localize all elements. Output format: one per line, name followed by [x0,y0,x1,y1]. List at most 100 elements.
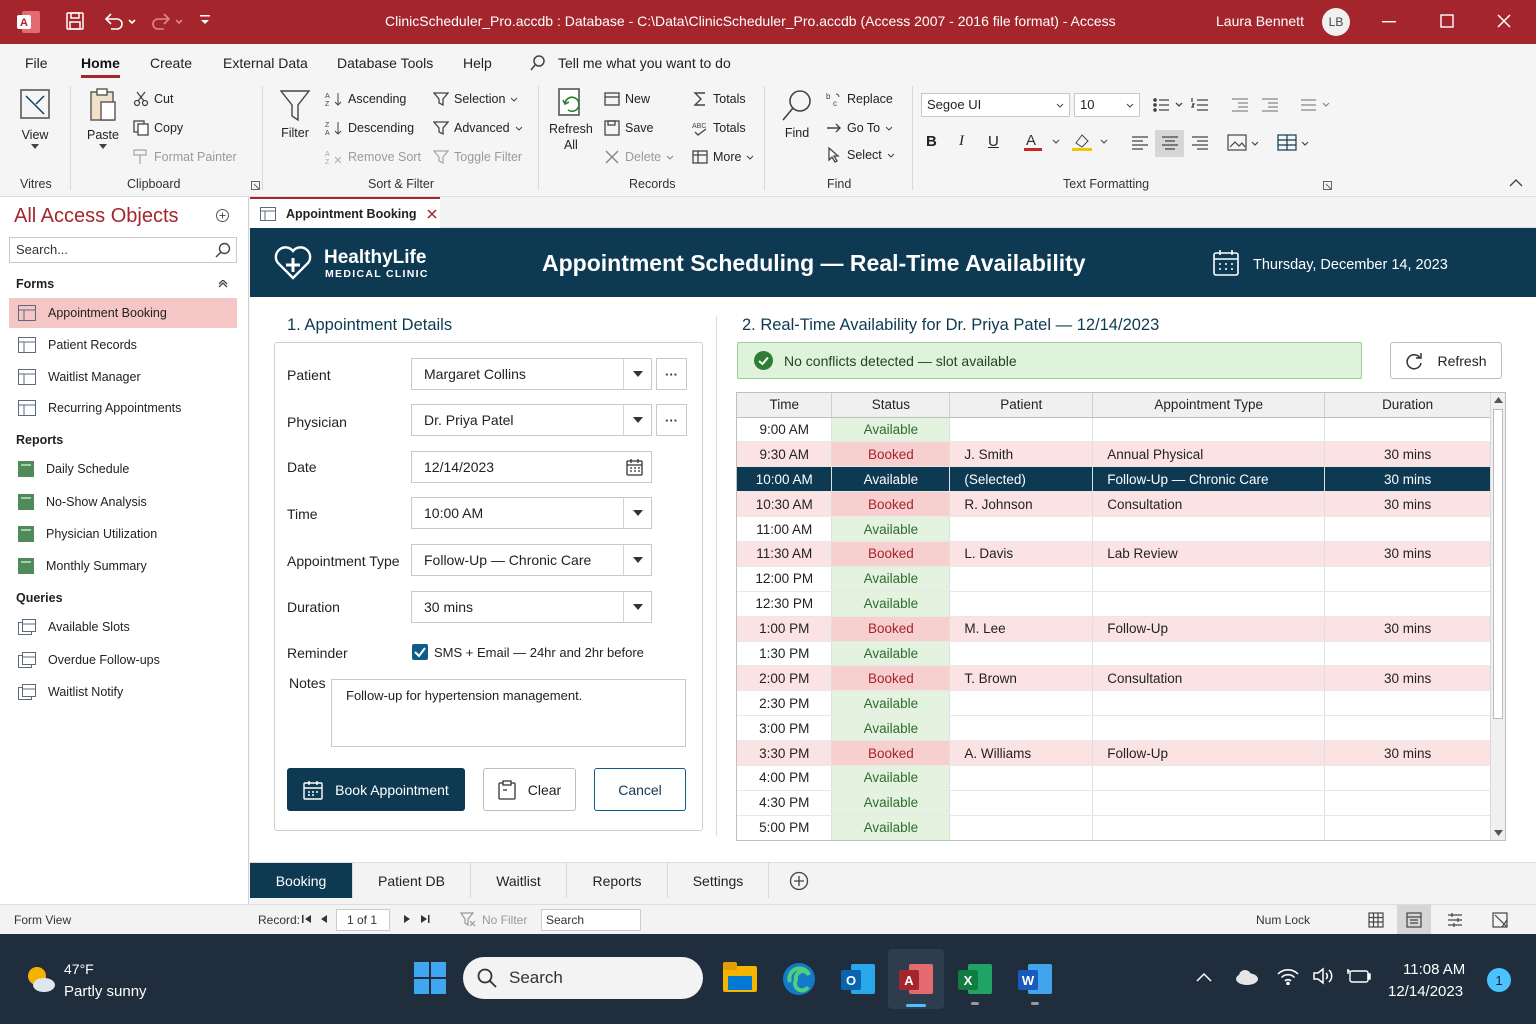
cell-appointment-type[interactable] [1092,591,1326,617]
user-avatar[interactable]: LB [1322,8,1350,36]
cell-time[interactable]: 10:30 AM [737,491,833,518]
underline-icon[interactable]: U [988,133,999,150]
delete-record-button[interactable]: Delete [604,149,674,165]
outlook-icon[interactable]: O [841,962,875,996]
nav-item-waitlist-notify[interactable]: Waitlist Notify [9,677,237,707]
cell-appointment-type[interactable]: Follow-Up [1092,616,1326,642]
nav-item-no-show-analysis[interactable]: No-Show Analysis [9,487,237,517]
cell-patient[interactable]: (Selected) [949,466,1094,493]
tab-help[interactable]: Help [463,55,492,71]
cell-time[interactable]: 10:00 AM [737,466,833,493]
cell-time[interactable]: 4:00 PM [737,765,833,791]
cell-appointment-type[interactable]: Consultation [1092,491,1326,518]
cell-duration[interactable]: 30 mins [1324,541,1491,567]
cell-time[interactable]: 3:30 PM [737,740,833,766]
cell-status[interactable]: Available [831,690,951,717]
tab-booking[interactable]: Booking [250,863,353,898]
cell-duration[interactable] [1324,765,1491,791]
record-search-input[interactable]: Search [541,909,641,931]
cell-appointment-type[interactable] [1092,690,1326,717]
form-view-icon[interactable] [1397,905,1431,935]
replace-button[interactable]: b c Replace [826,92,893,107]
cell-time[interactable]: 2:00 PM [737,665,833,692]
cell-time[interactable]: 1:30 PM [737,641,833,667]
column-header-patient[interactable]: Patient [949,393,1094,418]
cell-status[interactable]: Available [831,466,951,493]
cell-patient[interactable]: R. Johnson [949,491,1094,518]
totals-button[interactable]: Totals [692,91,746,107]
cell-duration[interactable] [1324,815,1491,840]
user-name[interactable]: Laura Bennett [1216,13,1304,29]
cell-status[interactable]: Available [831,417,951,443]
windows-start-icon[interactable] [414,962,446,994]
tab-settings[interactable]: Settings [668,863,769,898]
reminder-checkbox[interactable] [412,644,428,660]
cell-status[interactable]: Available [831,641,951,667]
access-taskbar-button[interactable]: A [888,949,944,1009]
nav-section-reports[interactable]: Reports [16,433,64,447]
no-filter-icon[interactable] [460,912,476,927]
cell-patient[interactable] [949,566,1094,592]
cell-time[interactable]: 5:00 PM [737,815,833,840]
table-row[interactable]: 1:00 PM Booked M. Lee Follow-Up 30 mins [737,616,1491,642]
remove-sort-button[interactable]: A Z Remove Sort [325,150,421,165]
cell-duration[interactable] [1324,417,1491,443]
datasheet-view-icon[interactable] [1368,912,1384,928]
table-row[interactable]: 12:00 PM Available [737,566,1491,592]
design-view-icon[interactable] [1492,912,1509,928]
cell-time[interactable]: 3:00 PM [737,715,833,742]
align-right-icon[interactable] [1191,136,1209,150]
cell-appointment-type[interactable]: Follow-Up — Chronic Care [1092,466,1326,493]
cell-patient[interactable] [949,815,1094,840]
table-row[interactable]: 10:00 AM Available (Selected) Follow-Up — C… [737,466,1491,493]
cell-appointment-type[interactable]: Annual Physical [1092,441,1326,468]
nav-item-recurring-appointments[interactable]: Recurring Appointments [9,393,237,423]
volume-icon[interactable] [1313,967,1335,985]
view-button[interactable]: View [18,86,52,150]
cell-time[interactable]: 12:30 PM [737,591,833,617]
table-row[interactable]: 4:30 PM Available [737,790,1491,816]
cell-appointment-type[interactable] [1092,790,1326,816]
spelling-button[interactable]: ABC Totals [692,121,746,136]
increase-indent-icon[interactable] [1261,97,1279,113]
clock-time[interactable]: 11:08 AM [1403,961,1466,978]
numbering-icon[interactable] [1191,97,1209,113]
nav-search-input[interactable]: Search... [9,237,237,263]
copy-button[interactable]: Copy [133,120,183,136]
save-record-button[interactable]: Save [604,120,654,136]
chevron-down-icon[interactable] [623,359,651,389]
nav-pane-title[interactable]: All Access Objects [14,205,179,227]
nav-item-patient-records[interactable]: Patient Records [9,330,237,360]
collapse-section-icon[interactable] [218,280,228,288]
format-painter-button[interactable]: Format Painter [133,149,237,165]
wifi-icon[interactable] [1277,967,1299,985]
cell-time[interactable]: 9:30 AM [737,441,833,468]
cell-status[interactable]: Booked [831,616,951,642]
cell-patient[interactable] [949,790,1094,816]
table-row[interactable]: 1:30 PM Available [737,641,1491,667]
record-position-input[interactable]: 1 of 1 [336,909,390,931]
cell-appointment-type[interactable] [1092,765,1326,791]
ascending-button[interactable]: A Z Ascending [325,92,407,107]
patient-combobox[interactable]: Margaret Collins [411,358,652,390]
cell-status[interactable]: Available [831,815,951,840]
goto-button[interactable]: Go To [826,120,893,136]
cell-patient[interactable] [949,690,1094,717]
weather-desc[interactable]: Partly sunny [64,983,147,1000]
refresh-button[interactable]: Refresh [1390,342,1502,379]
physician-lookup-button[interactable]: ··· [656,404,687,436]
cell-patient[interactable]: L. Davis [949,541,1094,567]
collapse-ribbon-icon[interactable] [1509,178,1523,187]
last-record-icon[interactable] [420,914,430,924]
close-tab-icon[interactable] [427,208,437,219]
nav-item-daily-schedule[interactable]: Daily Schedule [9,454,237,484]
table-row[interactable]: 10:30 AM Booked R. Johnson Consultation 30 m… [737,491,1491,518]
font-family-select[interactable]: Segoe UI [921,93,1070,117]
cell-duration[interactable]: 30 mins [1324,441,1491,468]
nav-item-available-slots[interactable]: Available Slots [9,612,237,642]
cell-patient[interactable]: M. Lee [949,616,1094,642]
nav-item-waitlist-manager[interactable]: Waitlist Manager [9,362,237,392]
cell-appointment-type[interactable]: Consultation [1092,665,1326,692]
align-left-icon[interactable] [1131,136,1149,150]
date-input[interactable]: 12/14/2023 [411,451,652,483]
